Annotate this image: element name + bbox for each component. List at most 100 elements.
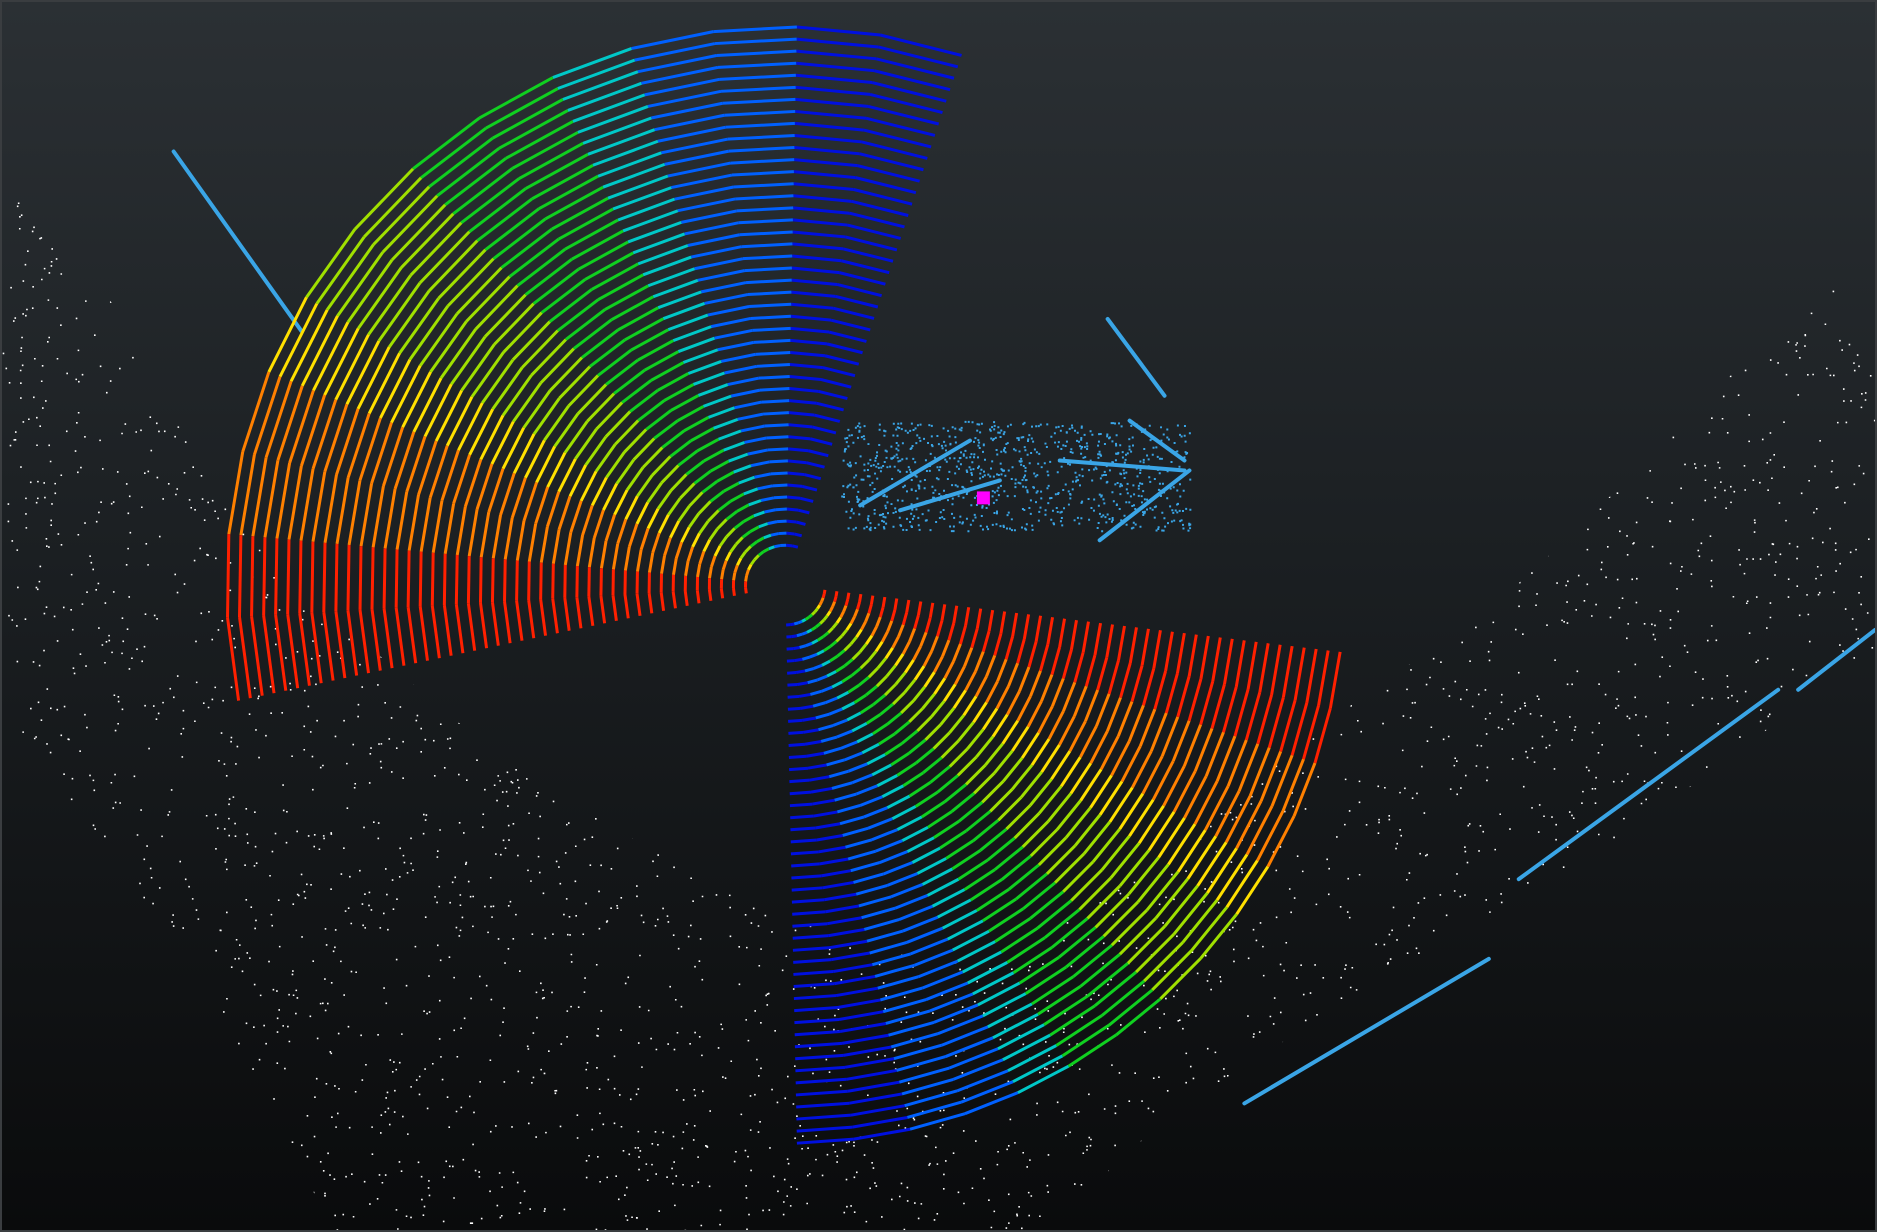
origin-marker[interactable] xyxy=(976,491,990,505)
scan-ring-segment xyxy=(790,838,817,844)
scan-ring-segment xyxy=(418,606,429,661)
scan-ring-segment xyxy=(871,828,898,842)
scan-ring-segment xyxy=(646,481,663,504)
scan-ring-segment xyxy=(993,845,1024,871)
scan-ring-segment xyxy=(787,706,801,711)
scan-ring-segment xyxy=(262,615,276,694)
scan-ring-segment xyxy=(757,484,773,491)
scan-ring-segment xyxy=(956,940,996,963)
scan-ring-segment xyxy=(733,182,794,189)
scan-ring-segment xyxy=(1130,665,1144,702)
scan-ring-segment xyxy=(827,626,834,634)
scan-ring-segment xyxy=(390,203,447,261)
lidar-scan-rings xyxy=(226,25,1342,1145)
scan-ring-segment xyxy=(457,402,484,451)
scan-ring-segment xyxy=(511,131,579,170)
scan-ring-segment xyxy=(788,411,815,417)
scan-ring-segment xyxy=(546,452,567,488)
scan-ring-segment xyxy=(838,1010,884,1021)
scan-ring-segment xyxy=(880,630,889,643)
scan-ring-segment xyxy=(1199,913,1238,960)
scan-ring-segment xyxy=(890,752,910,767)
scan-ring-segment xyxy=(653,419,679,440)
scan-ring-segment xyxy=(1138,708,1157,747)
scan-ring-segment xyxy=(812,425,837,435)
scan-ring-segment xyxy=(965,810,992,833)
scan-ring-segment xyxy=(804,615,810,621)
scan-ring-segment xyxy=(1011,725,1030,752)
scan-ring-segment xyxy=(820,869,852,878)
scan-ring-segment xyxy=(786,507,799,512)
scan-ring-segment xyxy=(654,113,725,132)
scan-ring-segment xyxy=(966,728,985,750)
scan-ring-segment xyxy=(940,739,960,759)
scan-ring-segment xyxy=(591,262,639,291)
scan-ring-segment xyxy=(791,266,840,275)
scan-ring-segment xyxy=(700,281,747,294)
scan-ring-segment xyxy=(720,569,725,580)
scan-ring-segment xyxy=(936,774,959,794)
scan-ring-segment xyxy=(724,364,758,375)
scan-ring-segment xyxy=(1036,899,1073,930)
scan-ring-segment xyxy=(745,569,750,576)
scan-ring-segment xyxy=(346,258,394,324)
scan-ring-segment xyxy=(961,950,1002,974)
scan-ring-segment xyxy=(624,495,639,520)
scan-ring-segment xyxy=(975,735,995,758)
scan-ring-segment xyxy=(928,602,935,619)
scan-ring-segment xyxy=(1068,720,1087,752)
scan-ring-segment xyxy=(908,707,924,723)
scan-ring-segment xyxy=(1020,732,1040,759)
scan-ring-segment xyxy=(836,649,846,658)
scan-ring-segment xyxy=(822,880,854,890)
scan-ring-segment xyxy=(501,427,526,470)
scan-ring-segment xyxy=(906,1100,962,1119)
scan-ring-segment xyxy=(794,133,863,144)
scan-ring-segment xyxy=(959,625,967,645)
scan-ring-segment xyxy=(764,508,776,514)
scan-ring-segment xyxy=(974,651,985,672)
scan-ring-segment xyxy=(452,167,514,215)
scan-ring-segment xyxy=(733,564,739,574)
scan-ring-segment xyxy=(1084,654,1097,687)
scan-ring-segment xyxy=(1160,716,1180,757)
scan-ring-segment xyxy=(532,268,580,305)
scan-ring-segment xyxy=(372,185,431,246)
scan-ring-segment xyxy=(725,121,795,129)
scan-ring-segment xyxy=(1245,805,1274,856)
scan-ring-segment xyxy=(719,73,796,81)
scan-ring-segment xyxy=(1117,625,1126,661)
scan-ring-segment xyxy=(527,523,538,562)
scan-ring-segment xyxy=(728,452,749,463)
scan-ring-segment xyxy=(1069,762,1093,795)
scan-ring-segment xyxy=(832,306,875,320)
scan-ring-segment xyxy=(793,970,834,976)
scan-ring-segment xyxy=(788,399,817,405)
scan-ring-segment xyxy=(749,540,758,548)
scan-ring-segment xyxy=(869,940,908,955)
scan-ring-segment xyxy=(797,508,810,515)
scan-ring-segment xyxy=(896,815,923,831)
scan-ring-segment xyxy=(1043,994,1089,1026)
scan-ring-segment xyxy=(698,551,706,565)
scan-ring-segment xyxy=(499,472,516,516)
scan-ring-segment xyxy=(789,374,821,381)
scan-ring-segment xyxy=(1049,1004,1096,1037)
scan-ring-segment xyxy=(839,815,865,826)
scan-ring-segment xyxy=(476,197,534,242)
scan-ring-segment xyxy=(406,606,418,664)
scan-ring-segment xyxy=(357,266,403,330)
scan-ring-segment xyxy=(913,665,926,681)
scan-ring-segment xyxy=(395,491,409,550)
scan-ring-segment xyxy=(1002,756,1024,783)
scan-ring-segment xyxy=(981,780,1005,804)
scan-ring-segment xyxy=(1206,847,1238,894)
scan-ring-segment xyxy=(828,769,850,779)
scan-ring-segment xyxy=(446,257,495,308)
scan-ring-segment xyxy=(695,590,701,604)
scan-ring-segment xyxy=(556,298,600,332)
scan-ring-segment xyxy=(586,392,616,423)
scan-ring-segment xyxy=(539,599,548,636)
